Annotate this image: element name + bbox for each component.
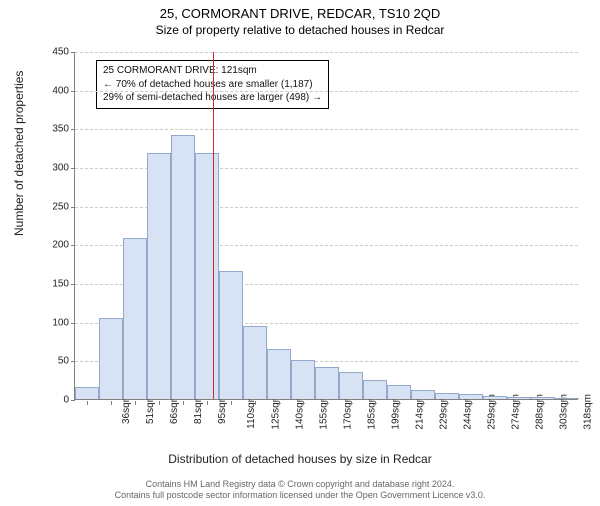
- xtick-mark: [135, 401, 136, 405]
- footer-line: Contains full postcode sector informatio…: [0, 490, 600, 502]
- xtick-mark: [351, 401, 352, 405]
- page-subtitle: Size of property relative to detached ho…: [0, 23, 600, 37]
- ytick-label: 100: [35, 317, 69, 328]
- histogram-bar: [123, 238, 147, 399]
- x-axis-label: Distribution of detached houses by size …: [0, 452, 600, 466]
- histogram-bar: [411, 390, 435, 399]
- footer-line: Contains HM Land Registry data © Crown c…: [0, 479, 600, 491]
- histogram-bar: [315, 367, 339, 399]
- ytick-mark: [71, 52, 75, 53]
- xtick-label: 259sqm: [487, 394, 498, 430]
- xtick-mark: [519, 401, 520, 405]
- xtick-mark: [399, 401, 400, 405]
- xtick-mark: [183, 401, 184, 405]
- xtick-mark: [255, 401, 256, 405]
- ytick-label: 0: [35, 395, 69, 406]
- xtick-label: 303sqm: [559, 394, 570, 430]
- xtick-label: 185sqm: [367, 394, 378, 430]
- xtick-mark: [471, 401, 472, 405]
- histogram-bar: [531, 397, 555, 399]
- ytick-mark: [71, 91, 75, 92]
- histogram-bar: [75, 387, 99, 399]
- xtick-label: 274sqm: [511, 394, 522, 430]
- xtick-label: 170sqm: [343, 394, 354, 430]
- gridline: [75, 91, 578, 92]
- xtick-mark: [207, 401, 208, 405]
- ytick-mark: [71, 323, 75, 324]
- ytick-mark: [71, 168, 75, 169]
- ytick-mark: [71, 245, 75, 246]
- xtick-label: 244sqm: [463, 394, 474, 430]
- ytick-mark: [71, 400, 75, 401]
- ytick-label: 350: [35, 124, 69, 135]
- ytick-mark: [71, 129, 75, 130]
- xtick-mark: [303, 401, 304, 405]
- xtick-label: 318sqm: [583, 394, 594, 430]
- xtick-mark: [327, 401, 328, 405]
- histogram-bar: [555, 398, 579, 399]
- xtick-mark: [279, 401, 280, 405]
- gridline: [75, 129, 578, 130]
- xtick-mark: [87, 401, 88, 405]
- chart-area: 25 CORMORANT DRIVE: 121sqm ← 70% of deta…: [58, 52, 578, 440]
- xtick-label: 214sqm: [415, 394, 426, 430]
- xtick-label: 229sqm: [439, 394, 450, 430]
- histogram-bar: [243, 326, 267, 399]
- ytick-label: 150: [35, 279, 69, 290]
- ytick-label: 250: [35, 201, 69, 212]
- xtick-label: 110sqm: [246, 394, 257, 429]
- xtick-label: 288sqm: [535, 394, 546, 430]
- xtick-mark: [159, 401, 160, 405]
- ytick-label: 200: [35, 240, 69, 251]
- ytick-label: 450: [35, 47, 69, 58]
- xtick-mark: [543, 401, 544, 405]
- histogram-bar: [219, 271, 243, 399]
- xtick-mark: [111, 401, 112, 405]
- xtick-label: 199sqm: [391, 394, 402, 430]
- histogram-bar: [339, 372, 363, 399]
- ytick-mark: [71, 284, 75, 285]
- xtick-mark: [567, 401, 568, 405]
- histogram-bar: [435, 393, 459, 399]
- histogram-bar: [459, 394, 483, 399]
- histogram-bar: [147, 153, 171, 399]
- histogram-bar: [195, 153, 219, 399]
- reference-line: [213, 52, 214, 399]
- xtick-label: 155sqm: [319, 394, 330, 430]
- plot-area: 25 CORMORANT DRIVE: 121sqm ← 70% of deta…: [74, 52, 578, 400]
- ytick-label: 50: [35, 356, 69, 367]
- footer-attribution: Contains HM Land Registry data © Crown c…: [0, 479, 600, 502]
- histogram-bar: [291, 360, 315, 399]
- histogram-bar: [99, 318, 123, 399]
- histogram-bar: [483, 396, 507, 399]
- xtick-label: 125sqm: [271, 394, 282, 430]
- ytick-mark: [71, 361, 75, 362]
- xtick-mark: [447, 401, 448, 405]
- histogram-bar: [267, 349, 291, 399]
- histogram-bar: [387, 385, 411, 399]
- histogram-bar: [171, 135, 195, 399]
- gridline: [75, 52, 578, 53]
- xtick-mark: [495, 401, 496, 405]
- ytick-label: 400: [35, 85, 69, 96]
- xtick-mark: [423, 401, 424, 405]
- histogram-bar: [363, 380, 387, 399]
- xtick-mark: [375, 401, 376, 405]
- ytick-mark: [71, 207, 75, 208]
- ytick-label: 300: [35, 163, 69, 174]
- histogram-bar: [507, 397, 531, 399]
- xtick-label: 140sqm: [295, 394, 306, 430]
- y-axis-label: Number of detached properties: [12, 71, 26, 236]
- xtick-mark: [231, 401, 232, 405]
- page-title: 25, CORMORANT DRIVE, REDCAR, TS10 2QD: [0, 6, 600, 21]
